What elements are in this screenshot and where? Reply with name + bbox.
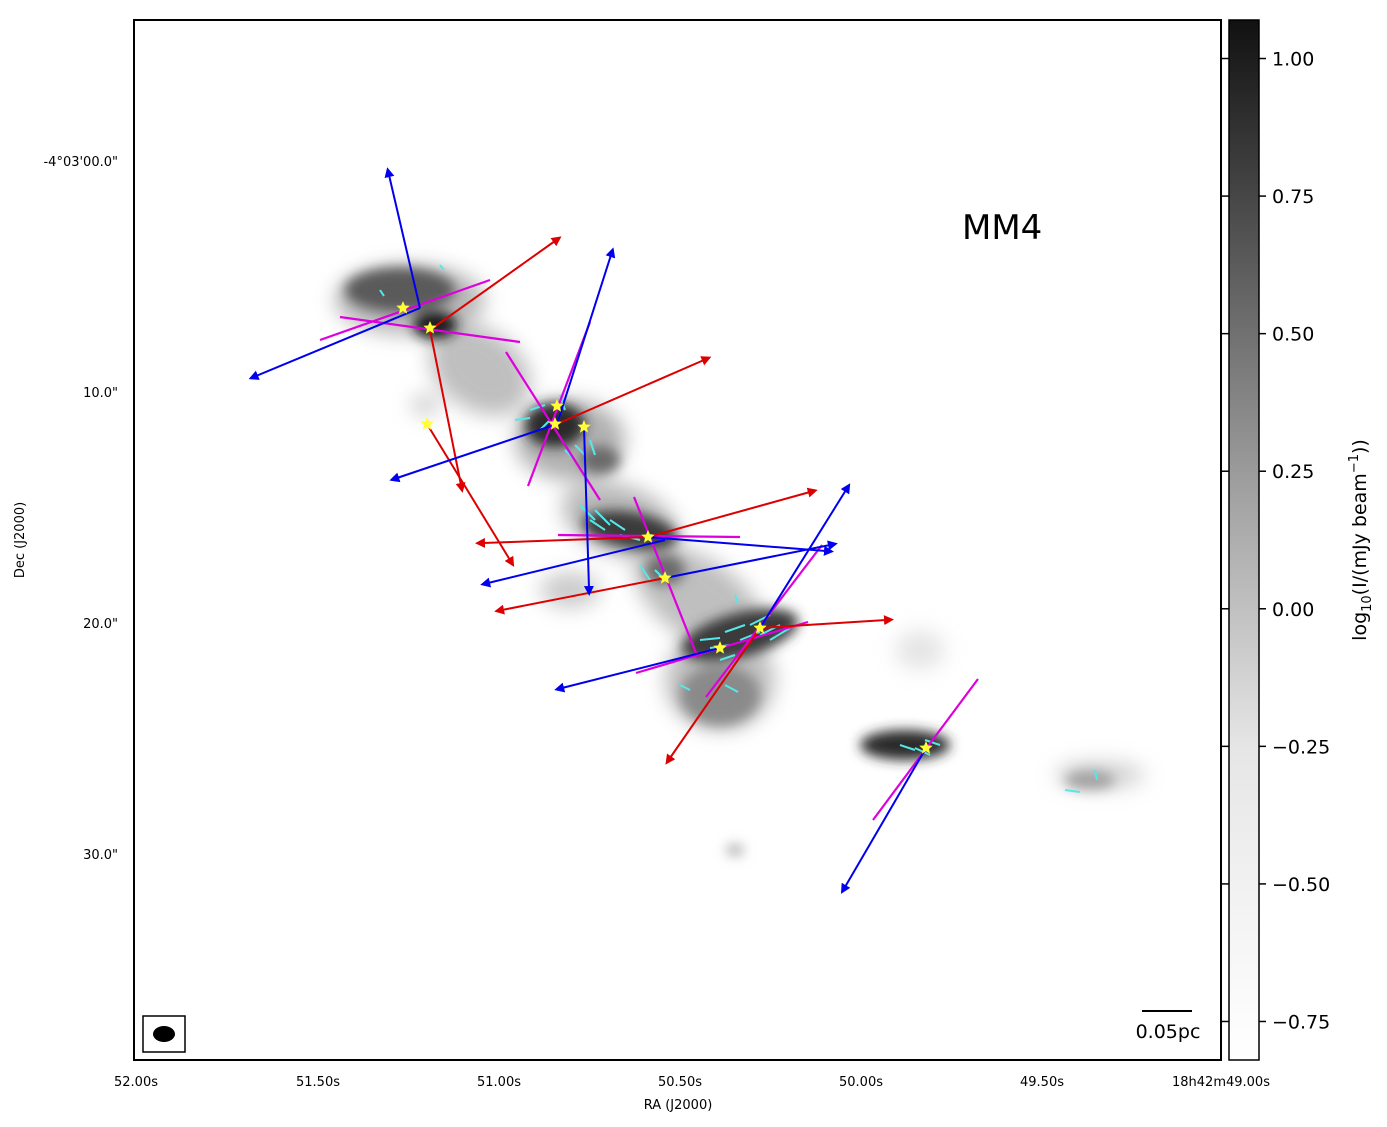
colorbar-tick-label: −0.50 [1272, 874, 1330, 896]
blue-outflow-arrow [554, 647, 721, 693]
core-star [753, 621, 767, 634]
y-tick-label: 10.0" [83, 386, 118, 401]
core-star [713, 641, 727, 654]
blue-outflow-arrow [840, 747, 927, 894]
x-tick-label: 18h42m49.00s [1172, 1075, 1270, 1090]
y-axis-label: Dec (J2000) [13, 502, 28, 578]
colorbar-tick-label: 0.50 [1272, 324, 1314, 346]
blue-outflow-arrow [384, 167, 421, 309]
core-star [423, 321, 437, 334]
colorbar-tick-label: 0.00 [1272, 599, 1314, 621]
x-tick-label: 50.00s [839, 1075, 883, 1090]
beam-ellipse [153, 1026, 175, 1042]
y-tick-label: -4°03'00.0" [43, 155, 118, 170]
colorbar-label: log10(I/(mJy beam−1)) [1347, 439, 1375, 641]
scale-bar-label: 0.05pc [1136, 1021, 1201, 1043]
core-star [919, 741, 933, 754]
core-star [550, 399, 564, 412]
colorbar-tick-label: 0.25 [1272, 461, 1314, 483]
red-outflow-arrow [556, 356, 712, 425]
y-tick-label: 30.0" [83, 848, 118, 863]
x-tick-label: 50.50s [658, 1075, 702, 1090]
core-star [420, 417, 434, 430]
x-tick-label: 51.00s [477, 1075, 521, 1090]
blue-outflow-arrow [583, 426, 594, 596]
red-outflow-arrow [475, 536, 649, 548]
x-tick-label: 51.50s [296, 1075, 340, 1090]
colorbar-tick-label: −0.75 [1272, 1011, 1330, 1033]
red-outflow-arrow [647, 487, 818, 538]
blue-outflow-arrow [664, 540, 838, 579]
blue-outflow-arrow [248, 307, 421, 380]
red-outflow-arrow [426, 423, 515, 567]
blue-outflow-arrow [480, 539, 666, 588]
core-star [577, 420, 591, 433]
core-star [396, 301, 410, 314]
redshifted-outflows [426, 236, 894, 765]
colorbar-tick-label: 0.75 [1272, 186, 1314, 208]
red-outflow-arrow [759, 615, 894, 629]
colorbar-tick-label: −0.25 [1272, 736, 1330, 758]
x-tick-label: 52.00s [114, 1075, 158, 1090]
panel-label: MM4 [962, 208, 1042, 248]
blue-outflow-arrow [556, 247, 616, 425]
red-outflow-arrow [429, 236, 562, 331]
x-tick-label: 49.50s [1020, 1075, 1064, 1090]
beam-box [142, 1015, 186, 1053]
core-star [548, 417, 562, 430]
red-outflow-arrow [665, 627, 761, 765]
blue-outflow-arrow [647, 536, 834, 556]
x-tick-labels: 52.00s 51.50s 51.00s 50.50s 50.00s 49.50s 18h4… [114, 1075, 1270, 1090]
red-outflow-arrow [494, 577, 666, 615]
blue-outflow-arrow [759, 483, 851, 629]
colorbar-ticks: 1.00 0.75 0.50 0.25 0.00 −0.25 −0.50 −0.75 [1221, 49, 1330, 1033]
y-tick-label: 20.0" [83, 617, 118, 632]
core-star [641, 530, 655, 543]
blue-outflow-arrow [389, 423, 558, 483]
colorbar [1228, 19, 1260, 1061]
core-star [658, 571, 672, 584]
blueshifted-outflows [248, 167, 927, 894]
plot-frame [133, 19, 1222, 1061]
core-markers [396, 301, 933, 754]
y-tick-labels: -4°03'00.0" 10.0" 20.0" 30.0" [43, 155, 118, 863]
colorbar-tick-label: 1.00 [1272, 49, 1314, 71]
x-axis-label: RA (J2000) [644, 1098, 713, 1113]
